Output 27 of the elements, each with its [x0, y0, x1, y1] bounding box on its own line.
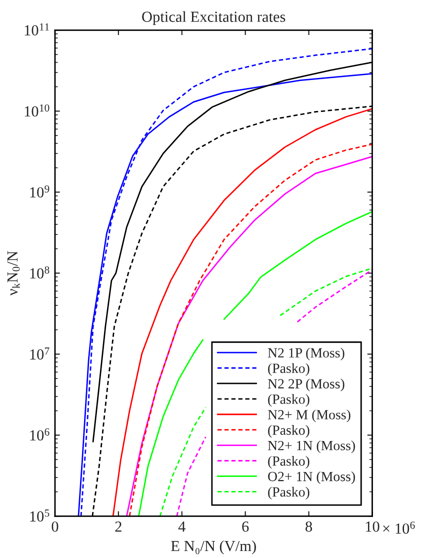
y-tick-label: 10$^{7}$ — [30, 348, 50, 360]
legend-label: (Pasko) — [268, 363, 310, 376]
legend-label: (Pasko) — [268, 394, 310, 407]
y-tick-label: 10$^{6}$ — [30, 428, 50, 441]
y-tick-label: 10$^{9}$ — [30, 185, 50, 198]
legend-label: (Pasko) — [268, 425, 310, 438]
y-tick-label: 10$^{10}$ — [24, 104, 50, 117]
x-axis-title: E N₀/N (V/m) — [171, 540, 256, 554]
x-tick-label: 10 — [366, 521, 380, 532]
x-tick-label: 4 — [178, 522, 186, 532]
y-tick-label: 10$^{8}$ — [30, 266, 50, 279]
text: × 10$^{6}$ — [383, 522, 415, 534]
x-tick-label: 6 — [242, 521, 249, 532]
y-tick-label: 10$^{5}$ — [30, 510, 50, 522]
legend-label: O2+ 1N (Moss) — [268, 471, 355, 484]
chart-title: Optical Excitation rates — [142, 11, 286, 26]
legend-label: (Pasko) — [268, 456, 310, 469]
x-tick-label: 8 — [306, 521, 312, 532]
x-tick-label: 0 — [52, 521, 58, 532]
legend-label: N2+ 1N (Moss) — [268, 440, 355, 454]
legend-label: N2+ M (Moss) — [268, 410, 350, 422]
legend-label: N2 1P (Moss) — [268, 348, 344, 360]
x-tick-label: 2 — [115, 521, 122, 532]
legend-label: (Pasko) — [268, 486, 310, 500]
y-axis-title: ν$_{k}$N$_{0}$/N — [7, 251, 20, 296]
y-tick-label: 10$^{11}$ — [24, 23, 49, 36]
legend-label: N2 2P (Moss) — [268, 378, 344, 392]
